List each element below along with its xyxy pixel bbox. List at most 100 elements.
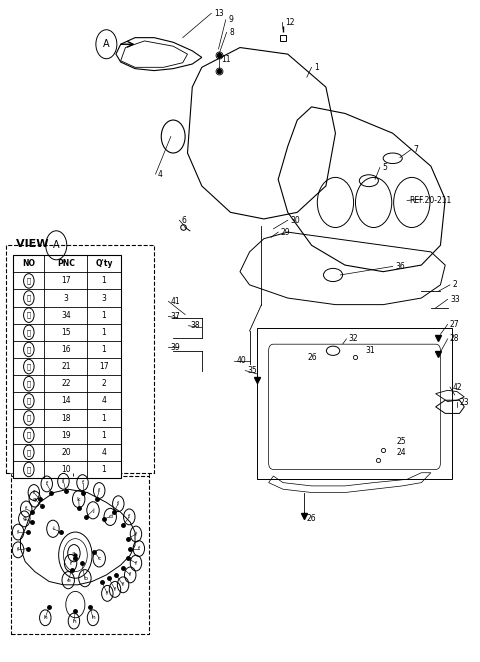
Bar [13,255,120,478]
Text: 24: 24 [396,448,406,457]
Text: 2: 2 [452,280,457,289]
Text: 13: 13 [214,9,223,18]
Text: Q'ty: Q'ty [95,260,113,268]
Text: c: c [97,556,101,561]
FancyBboxPatch shape [11,476,149,634]
Text: 25: 25 [396,437,406,446]
Text: 11: 11 [221,55,230,64]
Text: f: f [117,501,120,506]
Text: f: f [25,506,27,512]
Text: 20: 20 [61,448,71,457]
Text: 19: 19 [61,431,71,440]
Text: 35: 35 [248,366,257,375]
Text: 18: 18 [61,414,71,422]
Text: VIEW: VIEW [16,238,52,249]
Text: ⓚ: ⓚ [27,449,31,455]
Text: 21: 21 [61,362,71,371]
Text: 1: 1 [102,431,107,440]
Text: g: g [23,516,26,522]
Text: REF.20-211: REF.20-211 [409,196,452,205]
Text: PNC: PNC [57,260,75,268]
Text: f: f [46,481,48,487]
Text: NO: NO [23,260,36,268]
Text: f: f [122,583,124,587]
Text: 5: 5 [382,163,387,172]
Text: 6: 6 [182,216,187,225]
Text: f: f [17,547,19,552]
Text: 1: 1 [102,328,107,337]
Text: b: b [83,576,87,581]
Text: 23: 23 [459,398,469,406]
Text: a: a [72,551,76,555]
Text: f: f [82,480,84,485]
Text: ⓐ: ⓐ [27,277,31,284]
Text: 27: 27 [450,320,460,329]
Text: 42: 42 [452,383,462,391]
Text: f: f [129,573,132,577]
Text: 9: 9 [228,15,233,24]
Text: 16: 16 [61,345,71,354]
Text: ⓗ: ⓗ [27,398,31,404]
Text: f: f [114,587,116,592]
Text: 4: 4 [102,397,107,405]
Text: ⓕ: ⓕ [27,363,31,370]
Text: 33: 33 [450,295,460,304]
Text: ⓖ: ⓖ [27,381,31,387]
Text: 1: 1 [102,310,107,320]
Text: 41: 41 [171,297,180,306]
Text: 36: 36 [395,262,405,271]
Text: h: h [44,615,47,620]
Text: j: j [92,508,94,513]
FancyBboxPatch shape [269,344,441,469]
Text: 1: 1 [102,414,107,422]
Text: 28: 28 [450,334,459,344]
Text: e: e [66,578,70,583]
Text: ⓛ: ⓛ [27,466,31,473]
Text: 12: 12 [285,18,294,27]
Text: g: g [33,496,36,502]
Text: f: f [98,488,100,493]
Text: 38: 38 [191,321,201,330]
Text: i: i [52,526,54,532]
Text: 1: 1 [102,345,107,354]
Text: f: f [135,561,137,565]
Text: 8: 8 [229,28,234,37]
Text: A: A [103,39,110,49]
Text: 30: 30 [290,216,300,225]
Text: l: l [70,561,72,565]
Text: 1: 1 [102,465,107,474]
Text: f: f [106,591,108,596]
Text: 1: 1 [102,277,107,285]
Text: 4: 4 [102,448,107,457]
Text: ⓘ: ⓘ [27,414,31,421]
Text: 39: 39 [171,343,180,352]
Text: ⓓ: ⓓ [27,329,31,336]
Text: 15: 15 [61,328,71,337]
Text: 1: 1 [314,63,319,71]
Text: ⓙ: ⓙ [27,432,31,438]
Text: 17: 17 [61,277,71,285]
Text: 26: 26 [308,353,317,362]
Text: ⓑ: ⓑ [27,295,31,301]
Text: 22: 22 [61,379,71,388]
Text: ⓔ: ⓔ [27,346,31,353]
Text: 7: 7 [413,145,418,154]
Text: f: f [17,530,19,534]
Text: k: k [77,496,81,502]
Text: 17: 17 [99,362,109,371]
Text: 26: 26 [307,514,316,524]
Text: 40: 40 [236,356,246,365]
Text: f: f [138,546,140,551]
Text: 2: 2 [102,379,107,388]
Text: f: f [128,514,131,520]
Text: h: h [91,615,95,620]
Text: 37: 37 [171,312,180,321]
Text: f: f [62,479,64,484]
Text: A: A [53,240,60,250]
Text: d: d [108,514,112,520]
FancyBboxPatch shape [6,246,154,473]
Text: 31: 31 [365,346,375,355]
Text: h: h [72,618,76,624]
Text: 29: 29 [281,228,290,236]
Text: f: f [135,532,137,536]
